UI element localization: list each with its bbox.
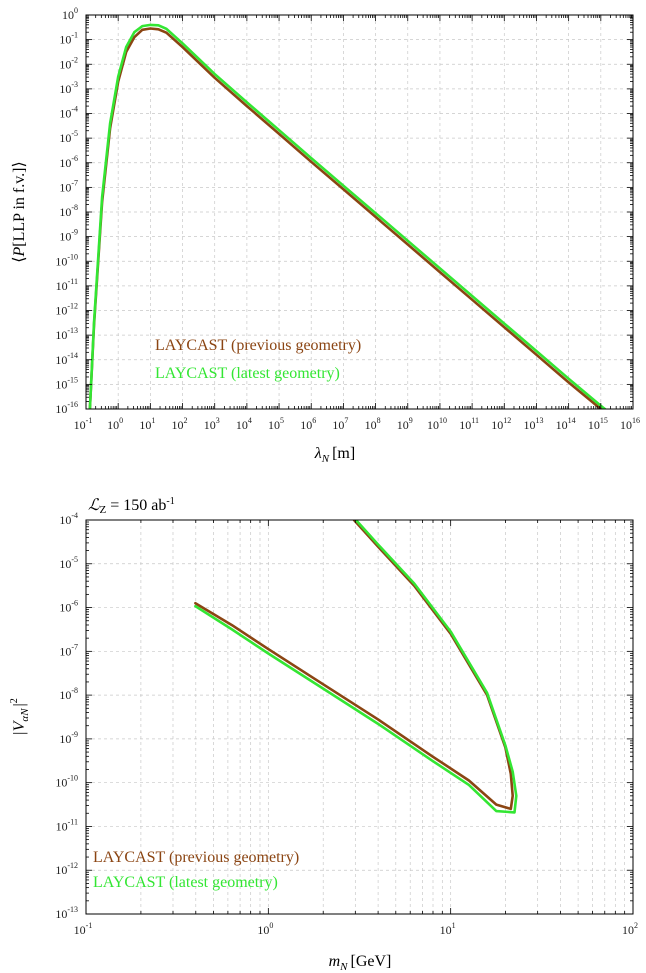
x-tick-label: 101 (139, 416, 155, 432)
y-tick-label: 10-5 (59, 129, 78, 145)
y-tick-label: 10-10 (55, 774, 78, 790)
x-tick-label: 103 (204, 416, 220, 432)
y-tick-label: 10-16 (55, 400, 78, 416)
y-tick-label: 10-8 (59, 203, 78, 219)
x-tick-label: 106 (300, 416, 316, 432)
y-tick-label: 10-7 (59, 642, 78, 658)
series-group (194, 520, 518, 814)
y-tick-label: 10-4 (59, 511, 78, 527)
y-tick-label: 10-9 (59, 730, 78, 746)
y-axis-label: ⟨P[LLP in f.v.]⟩ (11, 161, 28, 263)
y-tick-label: 10-4 (59, 105, 78, 121)
y-tick-label: 10-7 (59, 178, 78, 194)
plot-frame (85, 519, 634, 915)
y-tick-label: 10-12 (55, 302, 78, 318)
x-tick-label: 1010 (427, 416, 447, 432)
y-tick-label: 10-15 (55, 375, 78, 391)
x-tick-labels: 10-1 100 101 102 (74, 921, 638, 937)
x-tick-label: 105 (268, 416, 284, 432)
y-tick-label: 10-2 (59, 55, 78, 71)
y-tick-label: 10-10 (55, 252, 78, 268)
x-tick-label: 1011 (459, 416, 479, 432)
x-tick-label: 104 (236, 416, 252, 432)
x-tick-label: 100 (107, 416, 123, 432)
x-axis-label: λN [m] (314, 445, 355, 465)
y-tick-label: 10-3 (59, 80, 78, 96)
tick-marks (85, 14, 634, 410)
series-latest-line (194, 520, 518, 814)
grid (86, 520, 633, 914)
tick-marks (85, 519, 634, 915)
luminosity-annotation: ℒZ = 150 ab-1 (88, 496, 175, 516)
series-latest-line (88, 23, 607, 409)
y-tick-label: 10-13 (55, 905, 78, 921)
y-tick-label: 10-1 (59, 31, 78, 47)
legend-latest: LAYCAST (latest geometry) (155, 365, 340, 382)
y-tick-label: 10-9 (59, 228, 78, 244)
y-tick-label: 10-13 (55, 326, 78, 342)
x-tick-label: 1015 (588, 416, 608, 432)
x-tick-label: 10-1 (74, 921, 93, 937)
legend-previous: LAYCAST (previous geometry) (93, 849, 299, 866)
x-tick-label: 1014 (556, 416, 576, 432)
y-tick-label: 10-11 (56, 817, 78, 833)
x-tick-label: 1013 (523, 416, 543, 432)
x-tick-label: 108 (365, 416, 381, 432)
series-previous-line (194, 520, 515, 811)
x-tick-label: 101 (440, 921, 456, 937)
series-group (88, 23, 607, 409)
panel-probability: 10-1 100 101 102 103 104 105 106 107 108 109 1010 10… (11, 6, 640, 465)
y-axis-label: |VαN|2 (9, 698, 31, 736)
y-tick-label: 10-11 (56, 277, 78, 293)
x-tick-label: 100 (257, 921, 273, 937)
panel-mixing: 10-1 100 101 102 10-410-510-610-710-810-910… (9, 496, 638, 973)
x-tick-label: 1016 (620, 416, 640, 432)
x-tick-label: 102 (172, 416, 188, 432)
x-tick-label: 102 (622, 921, 638, 937)
x-tick-label: 1012 (491, 416, 511, 432)
grid (86, 15, 633, 409)
y-tick-label: 100 (62, 6, 78, 22)
y-tick-label: 10-12 (55, 861, 78, 877)
y-tick-label: 10-14 (55, 351, 78, 367)
y-tick-label: 10-8 (59, 686, 78, 702)
x-axis-label: mN [GeV] (329, 953, 392, 973)
y-tick-label: 10-6 (59, 599, 78, 615)
x-tick-label: 10-1 (74, 416, 93, 432)
x-tick-label: 107 (332, 416, 348, 432)
legend-latest: LAYCAST (latest geometry) (93, 874, 278, 891)
y-tick-label: 10-6 (59, 154, 78, 170)
legend-previous: LAYCAST (previous geometry) (155, 337, 361, 354)
y-tick-labels: 100 10-1 10-2 10-3 10-4 10-5 10-6 10-7 10-8 10-9 1… (55, 6, 78, 416)
y-tick-labels: 10-4 10-5 10-6 10-7 10-8 10-9 10-10 10-11 10-12 1… (55, 511, 78, 921)
y-tick-label: 10-5 (59, 555, 78, 571)
x-tick-labels: 10-1 100 101 102 103 104 105 106 107 108 109 1010 10… (74, 416, 640, 432)
x-tick-label: 109 (397, 416, 413, 432)
